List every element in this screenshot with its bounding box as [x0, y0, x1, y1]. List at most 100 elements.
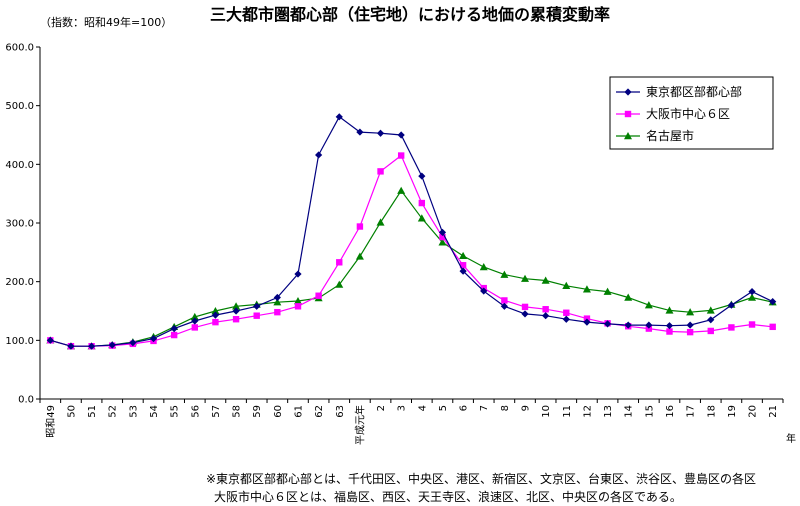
data-point	[728, 324, 735, 331]
data-point	[727, 301, 736, 309]
legend-marker	[624, 110, 632, 118]
data-point	[376, 218, 385, 226]
data-point	[563, 309, 570, 316]
x-tick-label: 51	[87, 405, 98, 418]
data-point	[46, 336, 54, 344]
data-point	[397, 131, 405, 139]
data-point	[439, 233, 446, 241]
data-point	[294, 270, 302, 278]
legend-label: 東京都区部都心部	[646, 84, 742, 99]
data-point	[67, 342, 75, 350]
series-0	[46, 113, 777, 350]
data-point	[707, 327, 714, 335]
y-tick-label: 0.0	[18, 395, 34, 406]
data-point	[170, 331, 178, 339]
data-point	[645, 321, 653, 329]
footnote-osaka: 大阪市中心６区とは、福島区、西区、天王寺区、浪速区、北区、中央区の各区である。	[214, 490, 682, 504]
data-point	[521, 310, 529, 318]
data-point	[274, 308, 281, 316]
data-point	[293, 297, 302, 305]
data-point	[501, 297, 508, 304]
x-tick-label: 21	[768, 405, 779, 418]
series-layer	[46, 113, 777, 350]
data-point	[644, 301, 653, 309]
x-tick-label: 18	[706, 405, 717, 418]
data-point	[170, 325, 178, 333]
data-point	[438, 238, 447, 246]
x-tick-label: 3	[397, 405, 408, 411]
data-point	[212, 318, 219, 326]
data-point	[706, 306, 715, 314]
data-point	[666, 328, 673, 335]
y-tick-label: 500.0	[5, 101, 34, 112]
data-point	[603, 287, 612, 295]
data-point	[686, 328, 694, 336]
series-line	[50, 115, 773, 347]
x-tick-label: 5	[438, 405, 449, 411]
x-tick-label: 56	[190, 405, 201, 418]
data-point	[129, 339, 137, 347]
x-tick-label: 2	[376, 405, 387, 411]
data-point	[459, 267, 467, 275]
data-point	[748, 293, 757, 301]
data-point	[521, 303, 529, 311]
x-tick-label: 16	[665, 405, 676, 418]
data-point	[542, 312, 550, 320]
x-tick-label: 8	[500, 405, 511, 411]
data-point	[87, 342, 96, 350]
data-point	[480, 287, 488, 295]
x-tick-label: 14	[624, 405, 635, 418]
x-tick-label: 58	[232, 405, 243, 418]
x-tick-label: 9	[521, 405, 532, 411]
data-point	[438, 228, 447, 236]
data-point	[500, 270, 509, 278]
data-point	[190, 312, 199, 321]
y-tick-label: 300.0	[5, 219, 34, 230]
x-tick-label: 59	[252, 405, 263, 418]
data-point	[397, 186, 406, 194]
data-point	[541, 276, 550, 284]
x-tick-label: 10	[541, 405, 552, 418]
legend-box	[609, 76, 774, 150]
data-point	[418, 172, 426, 180]
data-point	[273, 293, 281, 302]
data-point	[191, 324, 198, 331]
data-point	[417, 214, 426, 222]
axes: 0.0 100.0 200.0 300.0 400.0 500.0 600.0 昭和49 50 5…	[5, 43, 796, 446]
data-point	[356, 223, 364, 230]
data-point	[294, 303, 302, 310]
data-point	[108, 341, 116, 349]
data-point	[583, 318, 591, 326]
x-tick-label: 55	[170, 405, 181, 418]
data-point	[707, 316, 715, 324]
data-point	[335, 280, 344, 288]
x-unit-label: 年	[786, 432, 796, 445]
x-tick-label: 13	[603, 405, 614, 418]
data-point	[377, 168, 384, 175]
x-tick-label: 12	[582, 405, 593, 418]
legend-marker	[624, 88, 632, 96]
data-point	[418, 199, 426, 207]
x-tick-label: 11	[562, 405, 573, 418]
data-point	[356, 128, 364, 136]
data-point	[748, 321, 756, 328]
data-point	[521, 274, 530, 282]
data-point	[149, 334, 158, 343]
data-point	[232, 302, 241, 310]
x-tick-label: 62	[314, 405, 325, 418]
y-tick-label: 400.0	[5, 160, 34, 171]
data-point	[542, 306, 549, 313]
data-point	[232, 316, 240, 323]
data-point	[562, 315, 570, 323]
data-point	[191, 317, 199, 325]
data-point	[253, 302, 261, 310]
x-tick-label: 平成元年	[353, 405, 366, 445]
data-point	[211, 311, 220, 319]
series-line	[50, 154, 773, 347]
x-tick-label: 60	[273, 405, 284, 418]
data-point	[562, 281, 571, 289]
x-tick-label: 63	[335, 405, 346, 418]
x-tick-label: 昭和49	[45, 405, 57, 438]
data-point	[459, 262, 467, 269]
